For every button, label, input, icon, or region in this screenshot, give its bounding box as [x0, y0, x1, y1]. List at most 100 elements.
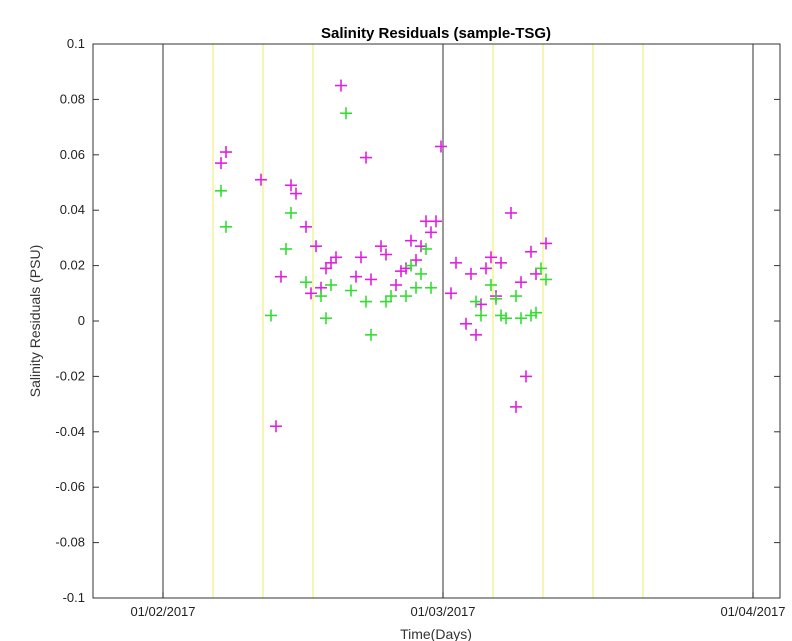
x-tick-label: 01/03/2017: [410, 604, 475, 619]
x-tick-label: 01/04/2017: [720, 604, 785, 619]
data-point: [475, 309, 487, 322]
data-point: [425, 281, 437, 294]
data-point: [325, 278, 337, 291]
y-tick-label: -0.1: [63, 590, 85, 605]
data-point: [495, 309, 507, 322]
data-point: [460, 317, 472, 330]
data-point: [540, 237, 552, 250]
data-point: [405, 234, 417, 247]
data-point: [390, 278, 402, 291]
data-point: [525, 245, 537, 258]
data-point: [480, 262, 492, 275]
data-point: [470, 295, 482, 308]
y-axis-label: Salinity Residuals (PSU): [27, 245, 43, 398]
data-point: [275, 270, 287, 283]
data-point: [410, 254, 422, 267]
y-tick-label: 0.08: [60, 91, 85, 106]
data-points: [215, 79, 552, 433]
data-point: [525, 309, 537, 322]
data-point: [420, 242, 432, 255]
data-point: [465, 267, 477, 280]
data-point: [400, 262, 412, 275]
chart-title: Salinity Residuals (sample-TSG): [321, 25, 551, 42]
data-point: [490, 292, 502, 305]
x-axis: 01/02/2017 01/03/2017 01/04/2017: [130, 592, 786, 619]
data-point: [285, 179, 297, 192]
y-tick-label: -0.02: [55, 368, 85, 383]
data-point: [400, 290, 412, 303]
data-point: [360, 151, 372, 164]
data-point: [365, 273, 377, 286]
data-point: [380, 295, 392, 308]
data-point: [310, 240, 322, 253]
data-point: [530, 267, 542, 280]
data-point: [515, 276, 527, 289]
data-point: [215, 184, 227, 197]
data-point: [435, 140, 447, 153]
data-point: [395, 265, 407, 278]
data-point: [325, 256, 337, 269]
y-tick-label: 0.02: [60, 258, 85, 273]
x-axis-label: Time(Days): [400, 626, 472, 641]
data-point: [290, 187, 302, 200]
y-axis: -0.1 -0.08 -0.06 -0.04 -0.02 0 0.02 0.04 0.06 0.0…: [55, 36, 780, 605]
data-point: [270, 420, 282, 433]
data-point: [320, 262, 332, 275]
data-point: [330, 251, 342, 264]
y-tick-label: -0.04: [55, 424, 85, 439]
data-point: [445, 287, 457, 300]
data-point: [380, 248, 392, 261]
y-tick-label: 0.1: [67, 36, 85, 51]
data-point: [415, 267, 427, 280]
data-point: [265, 309, 277, 322]
data-point: [280, 242, 292, 255]
data-point: [340, 107, 352, 120]
data-point: [430, 215, 442, 228]
data-point: [365, 328, 377, 341]
data-point: [415, 240, 427, 253]
data-point: [475, 298, 487, 311]
data-point: [220, 146, 232, 159]
data-point: [300, 220, 312, 233]
data-point: [535, 262, 547, 275]
data-point: [335, 79, 347, 92]
data-point: [530, 306, 542, 319]
data-point: [485, 278, 497, 291]
data-point: [540, 273, 552, 286]
data-point: [425, 226, 437, 239]
data-point: [515, 312, 527, 325]
data-point: [405, 259, 417, 272]
data-point: [350, 270, 362, 283]
x-tick-label: 01/02/2017: [130, 604, 195, 619]
y-tick-label: 0: [78, 313, 85, 328]
data-point: [495, 256, 507, 269]
data-point: [320, 312, 332, 325]
data-point: [520, 370, 532, 383]
data-point: [500, 312, 512, 325]
data-point: [300, 276, 312, 289]
data-point: [410, 281, 422, 294]
data-point: [215, 157, 227, 170]
y-tick-label: 0.04: [60, 202, 85, 217]
data-point: [470, 328, 482, 341]
plot-frame: [92, 43, 781, 599]
data-point: [285, 206, 297, 219]
plot-area: [93, 44, 780, 598]
y-tick-label: -0.06: [55, 479, 85, 494]
data-point: [355, 251, 367, 264]
y-tick-label: 0.06: [60, 147, 85, 162]
data-point: [510, 290, 522, 303]
data-point: [255, 173, 267, 186]
data-point: [505, 206, 517, 219]
data-point: [345, 284, 357, 297]
data-point: [450, 256, 462, 269]
data-point: [360, 295, 372, 308]
vertical-reference-lines: [162, 44, 754, 598]
data-point: [375, 240, 387, 253]
data-point: [385, 290, 397, 303]
data-point: [485, 251, 497, 264]
data-point: [220, 220, 232, 233]
y-tick-label: -0.08: [55, 535, 85, 550]
data-point: [305, 287, 317, 300]
